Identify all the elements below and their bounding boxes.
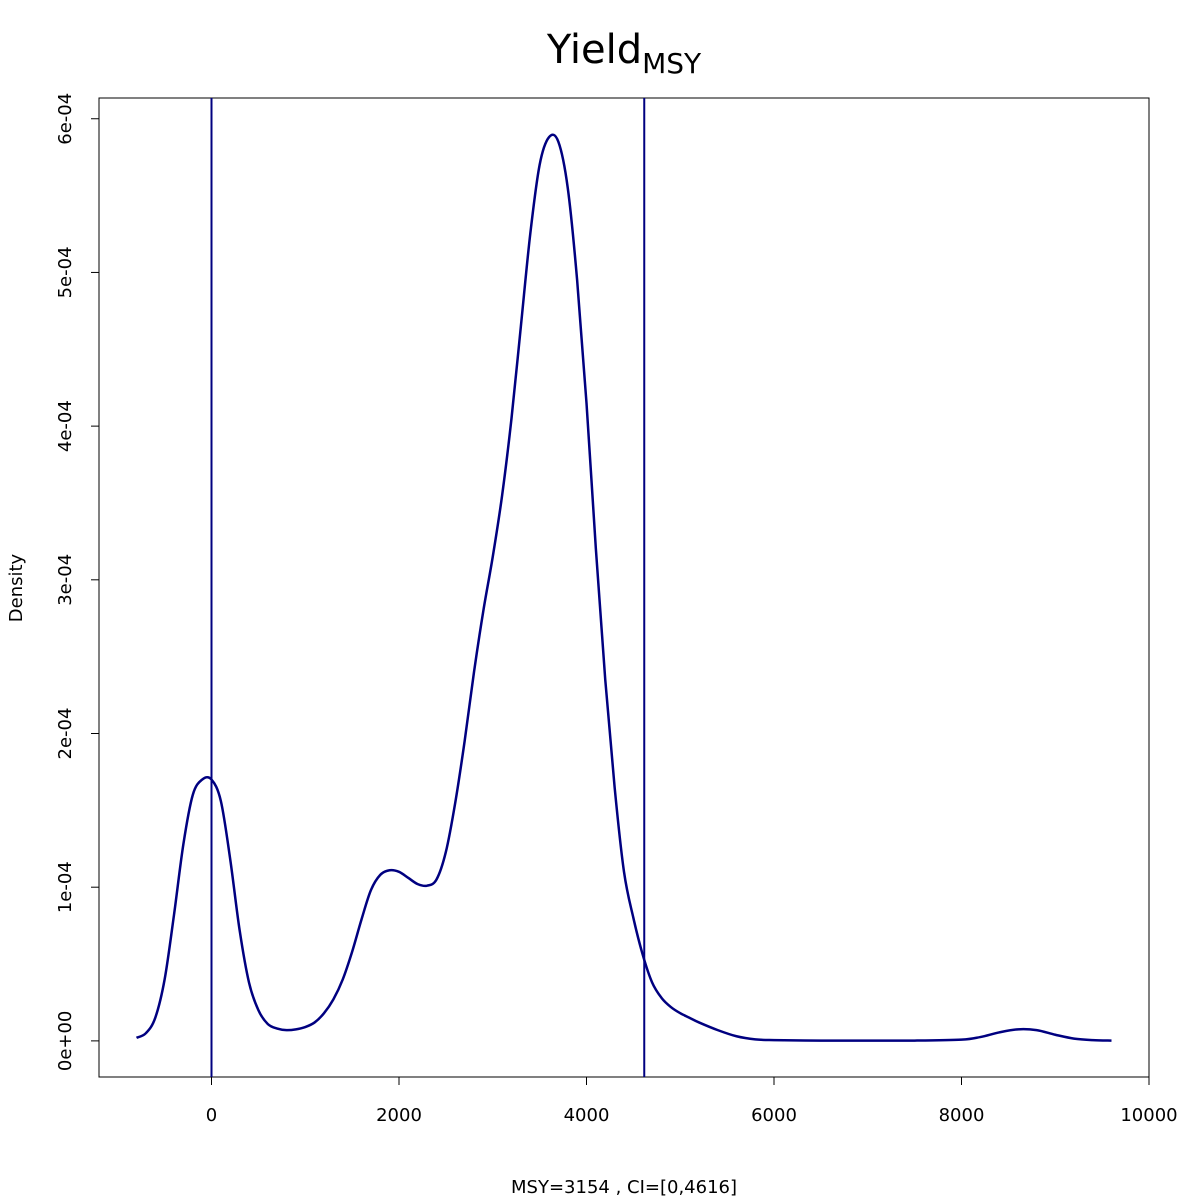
- density-series: [135, 133, 1112, 1042]
- y-tick-label: 0e+00: [55, 1011, 76, 1072]
- y-tick-label: 2e-04: [55, 708, 76, 760]
- y-tick-label: 1e-04: [55, 861, 76, 913]
- x-tick-label: 2000: [376, 1105, 422, 1126]
- x-axis-title: MSY=3154 , CI=[0,4616]: [511, 1177, 737, 1198]
- x-tick-label: 6000: [751, 1105, 797, 1126]
- ci-vertical-lines: [210, 98, 646, 1077]
- y-axis: 0e+00 1e-04 2e-04 3e-04 4e-04 5e-04 6e-04: [55, 93, 100, 1072]
- x-tick-label: 8000: [939, 1105, 985, 1126]
- y-tick-label: 4e-04: [55, 400, 76, 452]
- chart-title-main: Yield: [546, 27, 642, 73]
- y-axis-title: Density: [6, 553, 27, 622]
- x-tick-label: 10000: [1120, 1105, 1177, 1126]
- x-tick-label: 4000: [564, 1105, 610, 1126]
- x-axis: 0 2000 4000 6000 8000 10000: [206, 1076, 1178, 1126]
- y-tick-label: 3e-04: [55, 554, 76, 606]
- x-tick-label: 0: [206, 1105, 217, 1126]
- plot-area-border: [98, 97, 1150, 1078]
- density-line: [135, 133, 1112, 1042]
- chart-title: YieldMSY: [546, 27, 702, 80]
- y-tick-label: 6e-04: [55, 93, 76, 145]
- chart-title-subscript: MSY: [642, 47, 702, 80]
- y-tick-label: 5e-04: [55, 246, 76, 298]
